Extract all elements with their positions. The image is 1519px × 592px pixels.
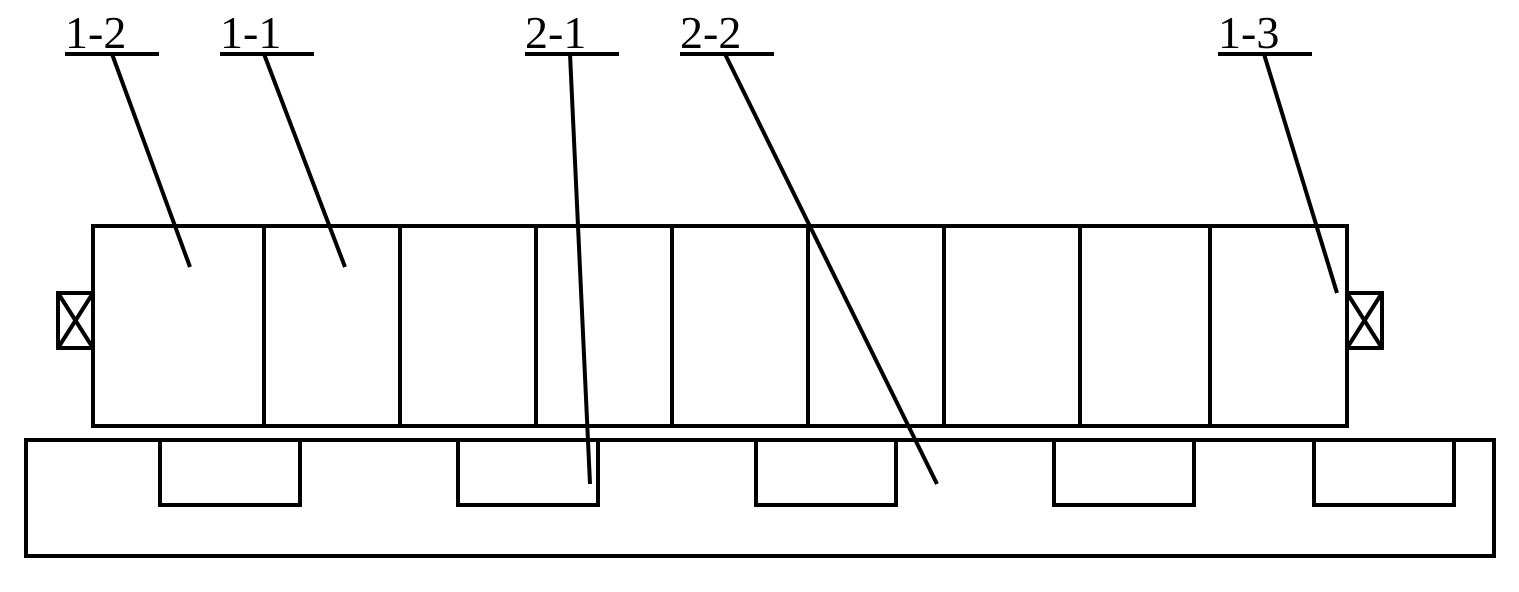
base-slot-2 — [756, 440, 896, 505]
callout-label-L22: 2-2 — [680, 7, 741, 58]
base-slot-4 — [1314, 440, 1454, 505]
callout-label-L11: 1-1 — [220, 7, 281, 58]
base-rail — [26, 440, 1494, 556]
base-slot-0 — [160, 440, 300, 505]
left-end-bracket — [58, 293, 93, 348]
right-end-bracket — [1347, 293, 1382, 348]
module-array — [58, 226, 1382, 426]
callout-label-L12: 1-2 — [65, 7, 126, 58]
callout-label-L13: 1-3 — [1218, 7, 1279, 58]
callout-label-L21: 2-1 — [525, 7, 586, 58]
base-slot-3 — [1054, 440, 1194, 505]
base-slot-1 — [458, 440, 598, 505]
module-array-frame — [93, 226, 1347, 426]
